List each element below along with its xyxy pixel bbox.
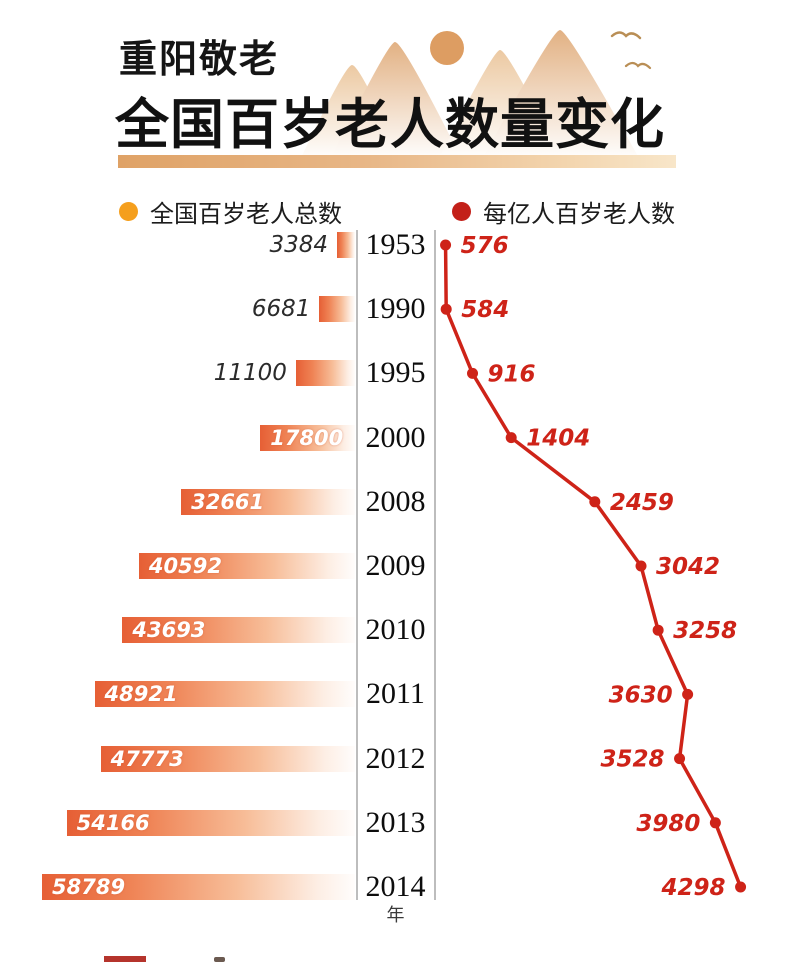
year-label: 2013 — [365, 805, 426, 839]
title-underline — [118, 155, 676, 168]
bar-total-centenarians — [319, 296, 355, 323]
mountain-icon — [482, 30, 640, 160]
year-label: 1953 — [365, 228, 426, 261]
page-title: 全国百岁老人数量变化 — [115, 93, 665, 156]
bar-total-centenarians — [295, 360, 355, 387]
bar-total-centenarians — [260, 424, 355, 451]
bar-value-label: 17800 — [270, 425, 344, 450]
bird-icon — [610, 31, 642, 40]
year-label: 2010 — [365, 613, 426, 647]
bar-value-label: 58789 — [52, 875, 126, 899]
sun-icon — [430, 31, 464, 65]
red-dot-icon — [452, 202, 471, 221]
year-label: 2012 — [365, 741, 426, 775]
mountain-icon — [330, 42, 462, 160]
line-point-label: 576 — [461, 233, 509, 259]
line-point — [467, 367, 479, 379]
line-point-label: 916 — [488, 361, 536, 387]
bar-total-centenarians — [94, 681, 355, 708]
line-point-label: 3528 — [601, 747, 665, 773]
line-point-label: 3042 — [656, 554, 720, 580]
bar-axis-line — [356, 230, 358, 900]
line-point — [735, 881, 747, 893]
line-point — [589, 496, 601, 508]
year-label: 2009 — [365, 549, 426, 582]
bar-total-centenarians — [181, 488, 355, 515]
line-point — [674, 753, 686, 765]
year-label: 1990 — [365, 292, 426, 326]
bar-total-centenarians — [66, 809, 355, 836]
line-point — [440, 303, 452, 315]
bar-value-label: 40592 — [148, 554, 222, 578]
line-point — [505, 432, 517, 444]
legend-item-total: 全国百岁老人总数 — [119, 194, 342, 229]
line-point — [682, 688, 694, 700]
year-label: 2000 — [365, 420, 426, 454]
bar-value-label: 6681 — [251, 296, 311, 323]
line-point — [440, 239, 452, 251]
legend-label-per-100m: 每亿人百岁老人数 — [483, 200, 675, 228]
line-point-label: 3630 — [609, 682, 673, 708]
bar-value-label: 32661 — [191, 489, 265, 514]
line-point-label: 3258 — [673, 618, 737, 644]
line-chart-per-100m: 576 584 916 1404 2459 3042 3258 3630 3528 3980 429… — [440, 233, 747, 901]
bar-value-label: 11100 — [213, 360, 287, 387]
bar-total-centenarians — [138, 553, 355, 579]
page-kicker: 重阳敬老 — [119, 37, 280, 81]
year-label: 2011 — [366, 677, 425, 711]
cropped-footer-fragment — [104, 956, 146, 962]
bar-total-centenarians — [122, 617, 355, 644]
year-label: 1995 — [365, 356, 426, 390]
legend-label-total: 全国百岁老人总数 — [150, 200, 342, 228]
line-point — [635, 560, 647, 572]
line-point-label: 2459 — [610, 490, 674, 516]
year-label: 2014 — [365, 870, 426, 903]
bar-total-centenarians — [100, 745, 355, 772]
x-axis-unit-label: 年 — [386, 905, 405, 926]
bar-value-label: 3384 — [269, 232, 328, 258]
mountains-decoration — [300, 30, 652, 160]
line-point-label: 3980 — [636, 811, 700, 837]
line-axis-line — [434, 230, 436, 900]
bar-value-label: 48921 — [104, 682, 178, 707]
legend-item-per-100m: 每亿人百岁老人数 — [452, 194, 675, 229]
orange-dot-icon — [119, 202, 138, 221]
line-point — [709, 817, 721, 829]
bird-icon — [624, 61, 652, 70]
bar-value-label: 43693 — [132, 618, 206, 643]
line-point — [652, 624, 664, 636]
bar-total-centenarians — [42, 874, 355, 900]
bar-total-centenarians — [336, 232, 355, 258]
line-point-label: 1404 — [526, 426, 590, 452]
line-point-label: 4298 — [661, 875, 726, 901]
cropped-footer-speck — [214, 957, 225, 962]
year-label: 2008 — [365, 484, 426, 518]
line-point-label: 584 — [461, 297, 509, 323]
bar-value-label: 54166 — [76, 810, 150, 835]
bar-value-label: 47773 — [110, 746, 184, 771]
